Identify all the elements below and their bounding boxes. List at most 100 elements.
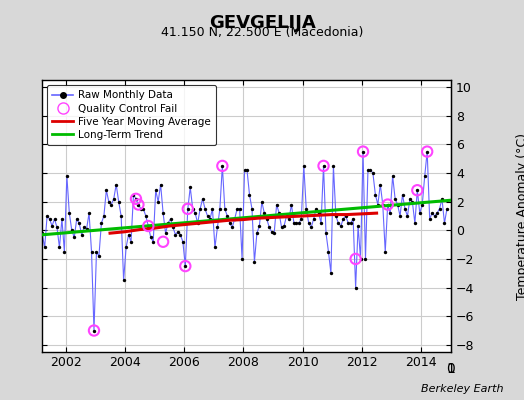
Point	[241, 167, 249, 173]
Point	[384, 201, 392, 208]
Point	[406, 196, 414, 202]
Point	[72, 216, 81, 222]
Point	[107, 201, 115, 208]
Point	[129, 191, 138, 198]
Point	[159, 210, 167, 216]
Point	[137, 206, 145, 212]
Point	[319, 163, 328, 169]
Point	[43, 213, 51, 219]
Point	[401, 206, 409, 212]
Point	[428, 210, 436, 216]
Point	[394, 201, 402, 208]
Point	[277, 224, 286, 231]
Point	[92, 248, 101, 255]
Point	[40, 244, 49, 251]
Point	[307, 224, 315, 231]
Point	[413, 187, 421, 194]
Point	[218, 163, 226, 169]
Point	[304, 220, 313, 226]
Point	[310, 216, 318, 222]
Point	[134, 201, 143, 208]
Point	[122, 244, 130, 251]
Point	[371, 191, 379, 198]
Point	[75, 220, 83, 226]
Point	[127, 238, 135, 245]
Point	[157, 181, 165, 188]
Point	[199, 196, 207, 202]
Point	[342, 213, 350, 219]
Y-axis label: Temperature Anomaly (°C): Temperature Anomaly (°C)	[516, 132, 524, 300]
Point	[181, 263, 190, 269]
Point	[189, 206, 197, 212]
Point	[80, 224, 89, 231]
Point	[384, 201, 392, 208]
Point	[151, 187, 160, 194]
Point	[132, 196, 140, 202]
Point	[430, 213, 439, 219]
Point	[58, 216, 66, 222]
Point	[376, 181, 385, 188]
Point	[63, 173, 71, 179]
Point	[344, 220, 353, 226]
Point	[369, 170, 377, 176]
Point	[183, 206, 192, 212]
Point	[411, 220, 419, 226]
Point	[90, 327, 98, 334]
Point	[378, 201, 387, 208]
Point	[82, 226, 91, 232]
Point	[282, 213, 291, 219]
Point	[275, 210, 283, 216]
Point	[329, 163, 337, 169]
Legend: Raw Monthly Data, Quality Control Fail, Five Year Moving Average, Long-Term Tren: Raw Monthly Data, Quality Control Fail, …	[47, 85, 216, 145]
Point	[211, 244, 219, 251]
Point	[196, 206, 204, 212]
Point	[349, 216, 357, 222]
Point	[164, 220, 172, 226]
Point	[403, 213, 412, 219]
Point	[55, 244, 63, 251]
Text: 41.150 N, 22.500 E (Macedonia): 41.150 N, 22.500 E (Macedonia)	[161, 26, 363, 39]
Point	[398, 191, 407, 198]
Point	[179, 238, 187, 245]
Point	[176, 232, 184, 238]
Point	[391, 196, 399, 202]
Text: Berkeley Earth: Berkeley Earth	[421, 384, 503, 394]
Point	[388, 173, 397, 179]
Text: GEVGELIJA: GEVGELIJA	[209, 14, 315, 32]
Point	[425, 216, 434, 222]
Point	[53, 224, 61, 231]
Point	[144, 223, 152, 229]
Point	[161, 230, 170, 236]
Point	[418, 201, 427, 208]
Point	[413, 187, 421, 194]
Point	[235, 206, 244, 212]
Point	[78, 232, 86, 238]
Point	[186, 184, 194, 190]
Point	[144, 223, 152, 229]
Point	[90, 327, 98, 334]
Point	[317, 220, 325, 226]
Point	[354, 223, 362, 229]
Point	[183, 206, 192, 212]
Point	[95, 253, 103, 259]
Point	[124, 232, 133, 238]
Point	[213, 224, 222, 231]
Point	[362, 256, 370, 262]
Point	[386, 210, 395, 216]
Point	[171, 232, 180, 238]
Point	[270, 230, 278, 236]
Point	[280, 223, 288, 229]
Point	[238, 256, 246, 262]
Point	[346, 220, 355, 226]
Point	[322, 230, 330, 236]
Point	[141, 213, 150, 219]
Point	[364, 167, 372, 173]
Point	[110, 196, 118, 202]
Point	[181, 263, 190, 269]
Point	[416, 210, 424, 216]
Point	[33, 177, 41, 184]
Point	[216, 206, 224, 212]
Point	[396, 213, 404, 219]
Point	[38, 230, 46, 236]
Point	[359, 148, 367, 155]
